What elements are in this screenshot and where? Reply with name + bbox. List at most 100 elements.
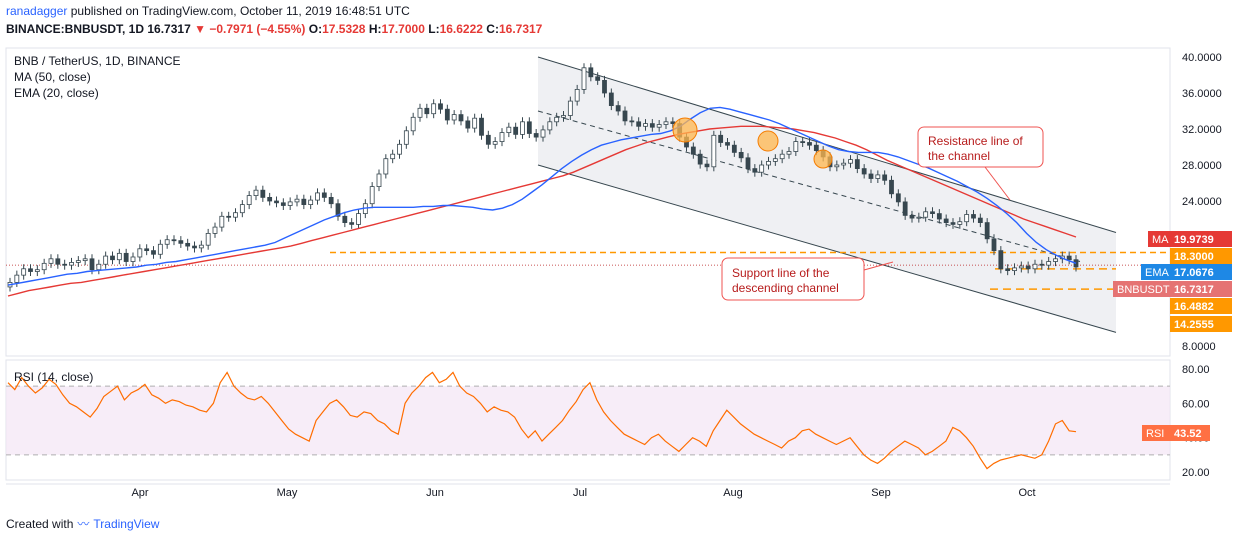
candle-up [779, 153, 785, 160]
candle-up [540, 129, 546, 138]
candle-down [690, 146, 696, 155]
price-tag-value: 19.9739 [1174, 234, 1214, 246]
candle-up [656, 124, 662, 128]
rsi-axis-tick: 20.00 [1182, 467, 1210, 479]
price-tag-value: 18.3000 [1174, 251, 1214, 263]
candle-down [438, 103, 443, 110]
candle-up [520, 121, 525, 135]
candle-down [178, 240, 184, 244]
candle-up [21, 268, 27, 276]
candle-up [75, 260, 81, 263]
candle-down [902, 201, 908, 216]
candle-down [226, 215, 232, 218]
x-axis-tick: Jun [426, 487, 444, 499]
candle-down [533, 133, 539, 138]
tradingview-logo-icon: 〰 [77, 517, 90, 531]
price-tag-bg [1170, 298, 1232, 314]
candle-up [212, 226, 218, 234]
candle-down [608, 92, 614, 106]
candle-down [328, 196, 334, 205]
x-axis-tick: Apr [131, 487, 148, 499]
candle-up [410, 116, 416, 132]
candle-down [854, 159, 860, 170]
candle-up [48, 258, 54, 264]
candle-up [451, 114, 457, 121]
price-tag-value: 16.4882 [1174, 301, 1214, 313]
candle-down [144, 248, 150, 252]
candle-down [649, 123, 655, 128]
tradingview-brand[interactable]: TradingView [93, 516, 160, 531]
candle-up [253, 189, 259, 196]
candle-down [444, 108, 450, 121]
candle-down [889, 179, 894, 195]
candle-up [574, 89, 580, 102]
candle-up [164, 239, 170, 245]
candle-up [492, 141, 498, 145]
candle-down [260, 189, 266, 198]
candle-down [171, 239, 177, 242]
price-tag-name: MA [1152, 234, 1169, 246]
candle-down [718, 134, 724, 143]
candle-down [984, 222, 990, 240]
candle-up [834, 164, 840, 168]
candle-up [875, 174, 881, 179]
price-tag-name: BNBUSDT [1117, 284, 1170, 296]
candle-down [738, 151, 744, 159]
candle-up [294, 198, 300, 203]
symbol: BINANCE:BNBUSDT, 1D [6, 22, 145, 36]
candle-up [308, 199, 314, 206]
candle-up [1053, 258, 1058, 262]
candle-up [766, 160, 771, 166]
price-axis-tick: 36.0000 [1182, 88, 1222, 100]
price-tag-bg [1170, 316, 1232, 332]
resistance-callout-text: the channel [928, 149, 990, 163]
channel-midline [537, 110, 1081, 263]
candle-up [472, 117, 478, 129]
candle-up [41, 262, 47, 271]
rsi-band [6, 386, 1170, 455]
price-tag-name-bg [1141, 264, 1170, 280]
x-axis-tick: Oct [1018, 487, 1035, 499]
candle-down [513, 126, 519, 135]
rsi-line [7, 371, 1077, 470]
support-callout-pointer [863, 261, 894, 271]
footer: Created with 〰 TradingView [6, 515, 159, 532]
candle-up [786, 151, 792, 155]
candle-up [793, 141, 799, 152]
symbol-line: BINANCE:BNBUSDT, 1D 16.7317 ▼ −0.7971 (−… [6, 22, 542, 36]
candle-up [561, 115, 566, 118]
candle-up [205, 232, 211, 246]
candle-up [759, 164, 765, 173]
candle-up [287, 201, 293, 206]
candle-down [636, 121, 642, 127]
candle-up [116, 252, 122, 261]
publish-header: ranadagger published on TradingView.com,… [6, 4, 410, 18]
candle-up [711, 134, 717, 168]
candle-up [69, 262, 74, 266]
candle-up [554, 116, 560, 123]
legend-rsi: RSI (14, close) [14, 370, 93, 384]
candle-up [239, 204, 245, 214]
author-name[interactable]: ranadagger [6, 4, 68, 18]
price-axis-tick: 40.0000 [1182, 52, 1222, 64]
candle-up [390, 153, 396, 160]
resistance-callout-text: Resistance line of [928, 134, 1023, 148]
candle-down [930, 211, 935, 215]
candle-down [1039, 263, 1045, 266]
candle-down [622, 110, 628, 122]
channel-support-line [537, 164, 1117, 333]
x-axis-tick: Aug [723, 487, 743, 499]
candle-up [137, 248, 143, 258]
candle-down [731, 144, 737, 153]
candle-down [697, 153, 703, 165]
price-tag-bg [1170, 248, 1232, 264]
candle-up [567, 100, 573, 116]
channel-touch-marker [672, 117, 698, 143]
candle-down [321, 192, 327, 198]
candle-down [28, 268, 33, 272]
channel-touch-marker [757, 130, 779, 152]
candle-down [335, 203, 341, 217]
low-label: L: [428, 22, 440, 36]
price-tag-value: 17.0676 [1174, 267, 1214, 279]
